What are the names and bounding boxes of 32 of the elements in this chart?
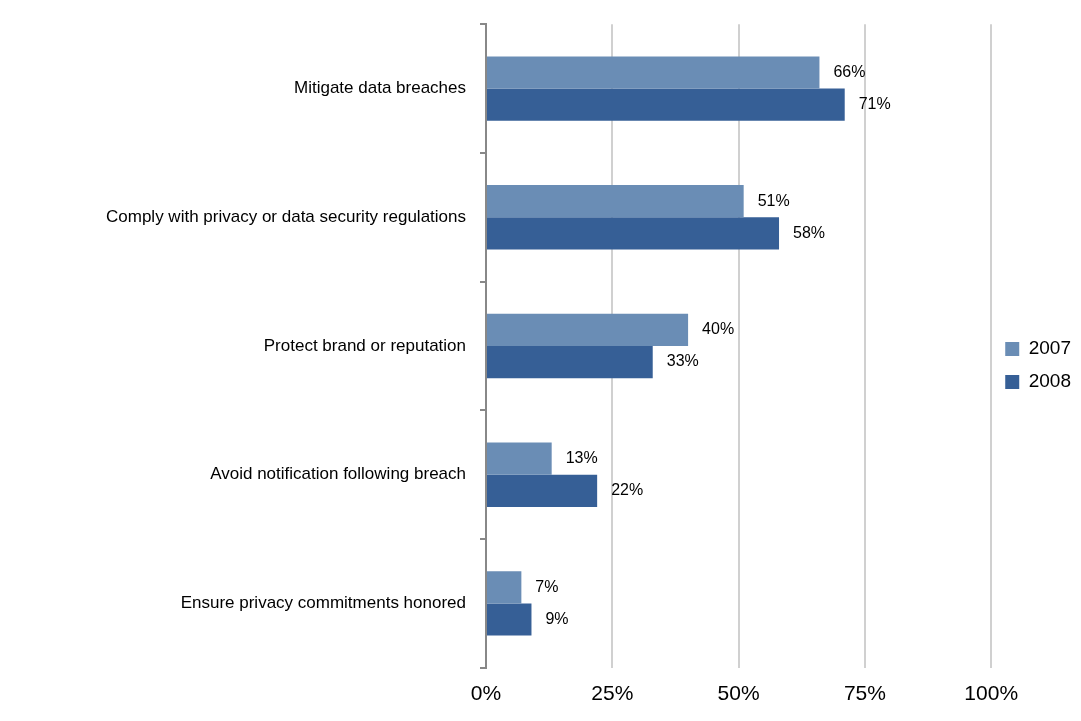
- data-label: 9%: [545, 609, 569, 627]
- bar: [487, 217, 780, 250]
- data-label: 51%: [757, 191, 790, 209]
- bar: [487, 185, 744, 218]
- y-tick-label: Comply with privacy or data security regulations: [106, 206, 466, 226]
- bar: [487, 313, 689, 346]
- data-label: 40%: [702, 320, 735, 338]
- y-tick-label: Protect brand or reputation: [263, 335, 466, 355]
- y-tick-label: Ensure privacy commitments honored: [180, 593, 466, 613]
- legend-label: 2007: [1028, 337, 1072, 359]
- data-label: 58%: [793, 223, 826, 241]
- bar: [487, 474, 598, 507]
- bar: [487, 603, 532, 636]
- y-tick-label: Avoid notification following breach: [210, 464, 466, 484]
- x-tick-label: 25%: [591, 681, 634, 705]
- data-label: 71%: [858, 95, 891, 113]
- x-tick-label: 50%: [717, 681, 760, 705]
- y-tick-label: Mitigate data breaches: [294, 78, 466, 98]
- data-label: 66%: [833, 62, 866, 80]
- x-tick-label: 75%: [843, 681, 886, 705]
- data-label: 13%: [565, 449, 598, 467]
- bar: [487, 56, 820, 89]
- x-tick-label: 0%: [470, 681, 502, 705]
- data-label: 22%: [611, 481, 644, 499]
- legend-label: 2008: [1028, 370, 1072, 392]
- bar: [487, 571, 522, 604]
- bar: [487, 346, 653, 379]
- data-label: 7%: [535, 577, 559, 595]
- bar: [487, 442, 552, 475]
- data-label: 33%: [666, 352, 699, 370]
- bar: [487, 88, 845, 121]
- x-tick-label: 100%: [964, 681, 1019, 705]
